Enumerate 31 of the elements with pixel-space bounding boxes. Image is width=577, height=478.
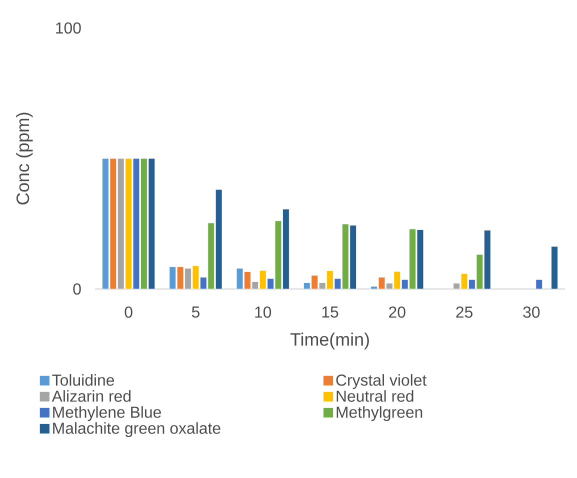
- x-tick-label: 5: [192, 306, 200, 318]
- x-tick-label: 10: [255, 306, 272, 318]
- bar: [551, 246, 558, 289]
- bar: [140, 158, 148, 289]
- bar: [102, 158, 109, 289]
- legend-label: Methylene Blue: [53, 406, 161, 422]
- legend-label: Neutral red: [336, 390, 414, 402]
- x-tick-label: 20: [389, 306, 406, 318]
- bar: [184, 268, 192, 289]
- bar: [409, 228, 416, 289]
- bar: [326, 270, 334, 289]
- y-tick-label: 100: [56, 22, 81, 34]
- bar: [169, 266, 176, 289]
- legend-label: Crystal violet: [336, 374, 427, 389]
- legend-label: Malachite green oxalate: [53, 422, 220, 438]
- bar: [208, 222, 215, 289]
- x-tick-label: 0: [124, 306, 132, 318]
- y-axis-title: Conc (ppm): [16, 112, 33, 204]
- bar: [350, 225, 356, 289]
- bar: [282, 208, 290, 289]
- legend-label: Methylgreen: [336, 406, 422, 422]
- legend-label: Alizarin red: [52, 390, 131, 402]
- bar: [125, 158, 132, 289]
- legend-label: Toluidine: [52, 374, 114, 386]
- bar: [484, 230, 491, 289]
- bar: [342, 224, 349, 289]
- bar: [244, 272, 251, 289]
- x-tick-label: 30: [523, 306, 540, 318]
- x-tick-label: 15: [322, 306, 338, 318]
- x-axis-title: Time(min): [290, 332, 369, 350]
- x-tick-label: 25: [456, 306, 472, 318]
